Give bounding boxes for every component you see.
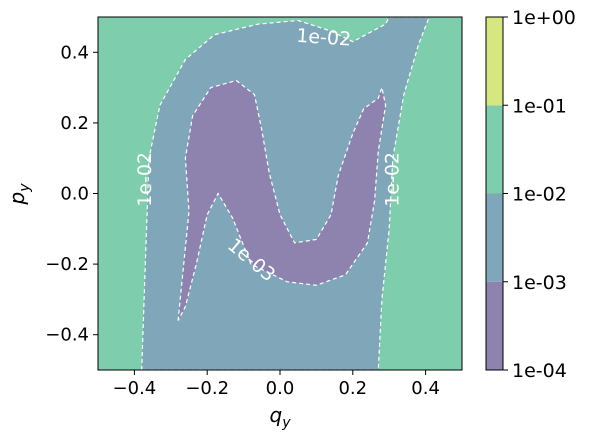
contour-label-1: 1e-02: [134, 152, 156, 207]
y-tick-label-3: 0.2: [60, 113, 89, 134]
y-tick-label-0: −0.4: [45, 325, 89, 346]
y-axis-label: py: [5, 183, 33, 206]
colorbar-band-3: [486, 17, 503, 106]
colorbar-tick-label-3: 1e-01: [512, 95, 567, 117]
colorbar-tick-label-1: 1e-03: [512, 272, 567, 294]
colorbar-band-1: [486, 193, 503, 282]
colorbar-tick-label-0: 1e-04: [512, 360, 567, 382]
x-axis-ticks: −0.4 −0.2 0.0 0.2 0.4: [113, 370, 440, 399]
colorbar: 1e-04 1e-03 1e-02 1e-01 1e+00: [485, 7, 576, 382]
x-tick-label-2: 0.0: [266, 378, 295, 399]
y-tick-label-4: 0.4: [60, 42, 89, 63]
contour-label-2: 1e-02: [381, 152, 403, 207]
x-tick-label-3: 0.2: [338, 378, 367, 399]
x-axis-label: qy: [270, 403, 292, 431]
x-tick-label-1: −0.2: [185, 378, 229, 399]
y-tick-label-2: 0.0: [60, 184, 89, 205]
contour-label-0: 1e-02: [296, 25, 352, 51]
colorbar-tick-label-4: 1e+00: [512, 7, 576, 29]
x-tick-label-4: 0.4: [411, 378, 440, 399]
x-tick-label-0: −0.4: [113, 378, 157, 399]
y-axis-ticks: −0.4 −0.2 0.0 0.2 0.4: [45, 42, 98, 346]
colorbar-tick-label-2: 1e-02: [512, 184, 567, 206]
band-1e-04-to-1e-03: [177, 79, 387, 321]
y-tick-label-1: −0.2: [45, 254, 89, 275]
colorbar-band-2: [486, 105, 503, 194]
colorbar-band-0: [486, 281, 503, 370]
